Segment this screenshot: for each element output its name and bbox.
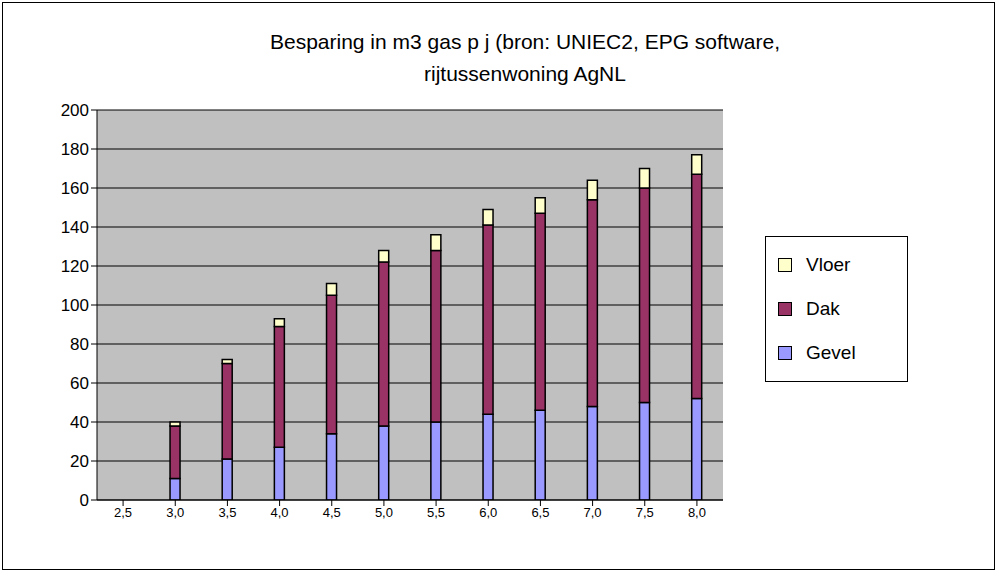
svg-text:5,0: 5,0 [375,505,393,520]
svg-text:6,5: 6,5 [531,505,549,520]
svg-text:4,5: 4,5 [323,505,341,520]
svg-text:200: 200 [61,101,89,120]
svg-text:20: 20 [70,452,89,471]
svg-text:60: 60 [70,374,89,393]
svg-text:3,5: 3,5 [218,505,236,520]
html-text:Gevel: Gevel [806,342,856,363]
html-text:Besparing in m3 gas p j (bron:: Besparing in m3 gas p j (bron: UNIEC2, E… [270,30,780,85]
svg-text:5,5: 5,5 [427,505,445,520]
svg-text:100: 100 [61,296,89,315]
svg-text:4,0: 4,0 [271,505,289,520]
svg-text:7,5: 7,5 [636,505,654,520]
svg-text:160: 160 [61,179,89,198]
svg-text:120: 120 [61,257,89,276]
svg-text:3,0: 3,0 [166,505,184,520]
svg-text:2,5: 2,5 [114,505,132,520]
svg-text:0: 0 [80,491,89,510]
svg-text:8,0: 8,0 [688,505,706,520]
svg-text:40: 40 [70,413,89,432]
svg-text:180: 180 [61,140,89,159]
svg-text:140: 140 [61,218,89,237]
html-text:Vloer: Vloer [806,254,851,275]
svg-text:6,0: 6,0 [479,505,497,520]
svg-text:80: 80 [70,335,89,354]
svg-text:7,0: 7,0 [584,505,602,520]
html-text:Dak: Dak [806,298,840,319]
